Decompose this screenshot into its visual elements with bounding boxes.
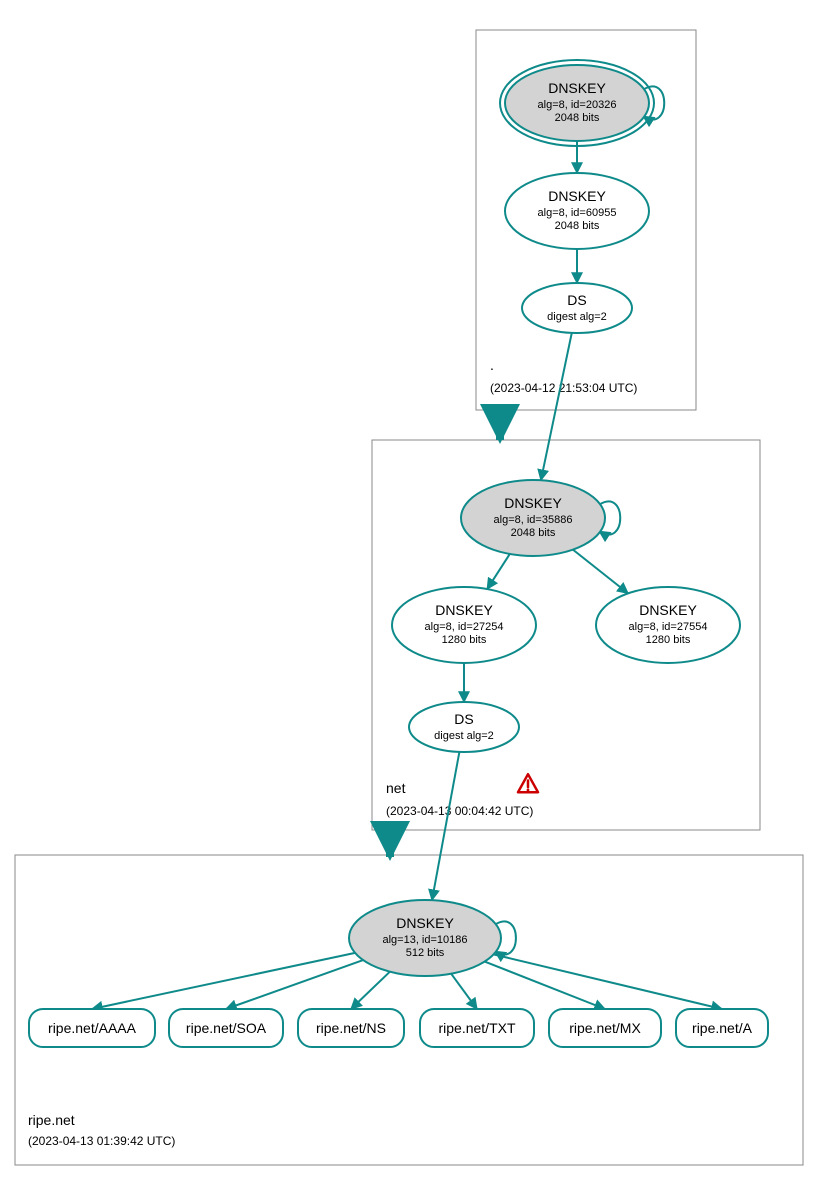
node-subtitle: alg=8, id=20326 — [538, 99, 617, 111]
record-soa: ripe.net/SOA — [169, 1009, 283, 1047]
edge — [451, 974, 477, 1009]
node-root_zsk: DNSKEY alg=8, id=609552048 bits — [505, 173, 649, 249]
node-root_ksk: DNSKEY alg=8, id=203262048 bits — [500, 60, 654, 146]
record-label: ripe.net/MX — [569, 1020, 641, 1036]
zone-label: net — [386, 780, 406, 796]
record-label: ripe.net/AAAA — [48, 1020, 137, 1036]
node-subtitle2: 2048 bits — [555, 220, 600, 232]
node-subtitle: alg=8, id=27554 — [629, 621, 708, 633]
record-label: ripe.net/A — [692, 1020, 753, 1036]
node-subtitle: alg=13, id=10186 — [382, 934, 467, 946]
zone-label: ripe.net — [28, 1112, 75, 1128]
node-title: DNSKEY — [639, 602, 697, 618]
node-subtitle2: 512 bits — [406, 947, 445, 959]
node-net_zsk1: DNSKEY alg=8, id=272541280 bits — [392, 587, 536, 663]
edge — [487, 554, 510, 589]
node-subtitle2: 2048 bits — [511, 527, 556, 539]
node-title: DS — [454, 711, 473, 727]
edge — [432, 752, 459, 900]
node-title: DNSKEY — [548, 188, 606, 204]
edge — [541, 333, 572, 480]
zone-timestamp: (2023-04-13 01:39:42 UTC) — [28, 1134, 175, 1148]
node-subtitle: digest alg=2 — [547, 311, 607, 323]
edge — [226, 960, 363, 1009]
record-txt: ripe.net/TXT — [420, 1009, 534, 1047]
zone-label: . — [490, 357, 494, 373]
node-net_zsk2: DNSKEY alg=8, id=275541280 bits — [596, 587, 740, 663]
node-title: DNSKEY — [396, 915, 454, 931]
record-label: ripe.net/TXT — [438, 1020, 515, 1036]
node-subtitle: alg=8, id=27254 — [425, 621, 504, 633]
node-subtitle: alg=8, id=60955 — [538, 207, 617, 219]
node-title: DNSKEY — [548, 80, 606, 96]
node-subtitle2: 2048 bits — [555, 112, 600, 124]
node-title: DNSKEY — [435, 602, 493, 618]
record-aaaa: ripe.net/AAAA — [29, 1009, 155, 1047]
zone-timestamp: (2023-04-13 00:04:42 UTC) — [386, 804, 533, 818]
node-root_ds: DS digest alg=2 — [522, 283, 632, 333]
node-subtitle: alg=8, id=35886 — [494, 514, 573, 526]
record-a: ripe.net/A — [676, 1009, 768, 1047]
edge — [92, 953, 355, 1009]
node-title: DS — [567, 292, 586, 308]
zone-timestamp: (2023-04-12 21:53:04 UTC) — [490, 381, 637, 395]
record-label: ripe.net/NS — [316, 1020, 386, 1036]
node-subtitle: digest alg=2 — [434, 730, 494, 742]
warning-icon — [518, 774, 538, 792]
edge — [351, 972, 390, 1009]
edge — [573, 550, 628, 594]
node-net_ds: DS digest alg=2 — [409, 702, 519, 752]
node-subtitle2: 1280 bits — [646, 634, 691, 646]
edge — [485, 962, 605, 1009]
node-net_ksk: DNSKEY alg=8, id=358862048 bits — [461, 480, 605, 556]
record-label: ripe.net/SOA — [186, 1020, 267, 1036]
edge — [494, 954, 722, 1009]
record-mx: ripe.net/MX — [549, 1009, 661, 1047]
node-ripe_ksk: DNSKEY alg=13, id=10186512 bits — [349, 900, 501, 976]
node-title: DNSKEY — [504, 495, 562, 511]
node-subtitle2: 1280 bits — [442, 634, 487, 646]
record-ns: ripe.net/NS — [298, 1009, 404, 1047]
